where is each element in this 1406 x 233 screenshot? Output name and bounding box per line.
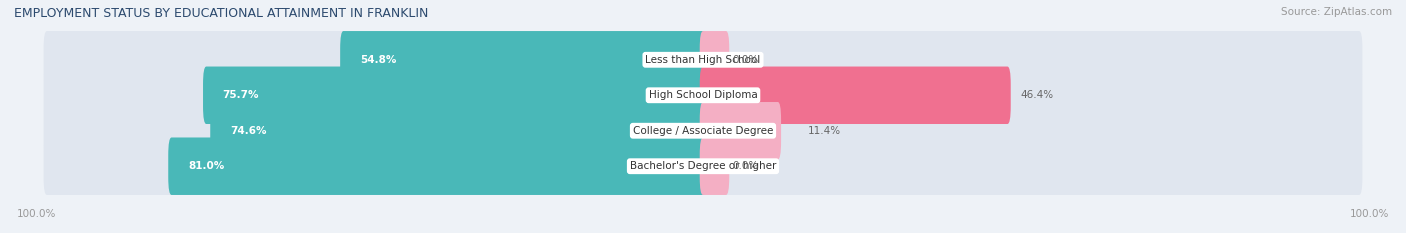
Text: Less than High School: Less than High School (645, 55, 761, 65)
Text: 46.4%: 46.4% (1021, 90, 1053, 100)
Text: 54.8%: 54.8% (360, 55, 396, 65)
FancyBboxPatch shape (202, 67, 706, 124)
Text: Bachelor's Degree or higher: Bachelor's Degree or higher (630, 161, 776, 171)
FancyBboxPatch shape (44, 102, 1362, 159)
FancyBboxPatch shape (44, 67, 1362, 124)
FancyBboxPatch shape (44, 31, 1362, 89)
FancyBboxPatch shape (44, 137, 1362, 195)
Text: 100.0%: 100.0% (17, 209, 56, 219)
Text: 81.0%: 81.0% (188, 161, 224, 171)
Text: 0.0%: 0.0% (733, 161, 759, 171)
Text: College / Associate Degree: College / Associate Degree (633, 126, 773, 136)
FancyBboxPatch shape (169, 137, 706, 195)
Text: 75.7%: 75.7% (222, 90, 259, 100)
FancyBboxPatch shape (700, 67, 1011, 124)
FancyBboxPatch shape (700, 137, 730, 195)
Text: Source: ZipAtlas.com: Source: ZipAtlas.com (1281, 7, 1392, 17)
FancyBboxPatch shape (340, 31, 706, 89)
FancyBboxPatch shape (211, 102, 706, 159)
Text: 0.0%: 0.0% (733, 55, 759, 65)
Text: 100.0%: 100.0% (1350, 209, 1389, 219)
Text: EMPLOYMENT STATUS BY EDUCATIONAL ATTAINMENT IN FRANKLIN: EMPLOYMENT STATUS BY EDUCATIONAL ATTAINM… (14, 7, 429, 20)
Text: 74.6%: 74.6% (231, 126, 266, 136)
FancyBboxPatch shape (700, 31, 730, 89)
FancyBboxPatch shape (700, 102, 782, 159)
Text: 11.4%: 11.4% (807, 126, 841, 136)
Text: High School Diploma: High School Diploma (648, 90, 758, 100)
